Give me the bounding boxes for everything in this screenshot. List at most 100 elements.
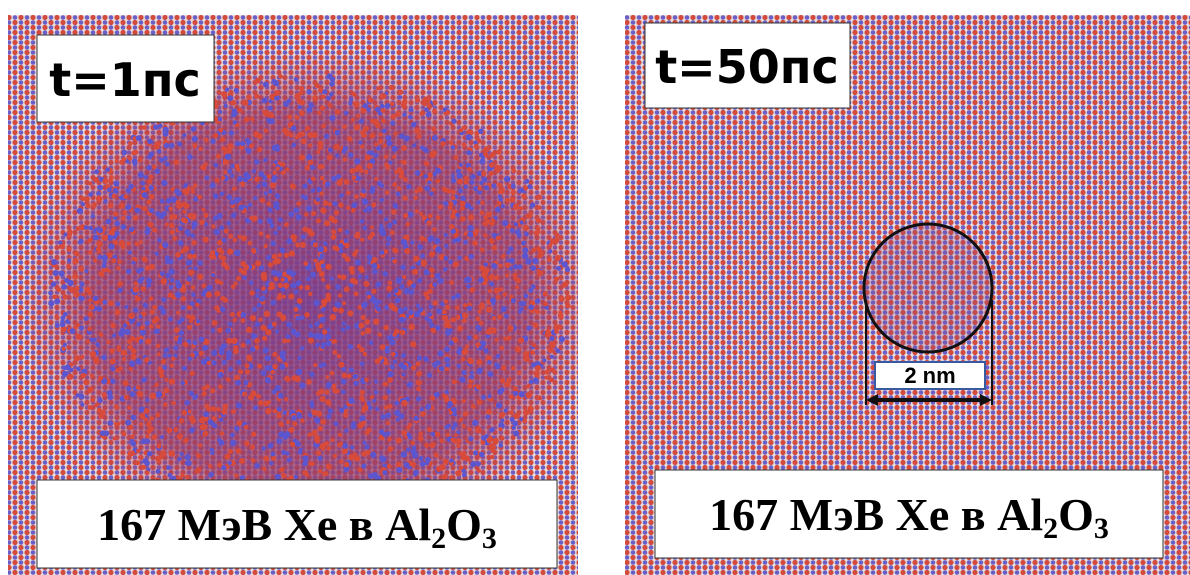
atom: [177, 142, 182, 147]
atom: [227, 169, 232, 174]
atom: [511, 169, 516, 174]
atom: [135, 242, 140, 247]
atom: [534, 230, 540, 236]
atom: [338, 433, 342, 437]
atom: [169, 285, 174, 290]
atom: [341, 379, 347, 385]
atom: [344, 243, 349, 248]
atom: [131, 151, 136, 156]
atom: [56, 287, 61, 292]
atom: [127, 216, 131, 220]
atom: [119, 203, 125, 209]
atom: [190, 353, 194, 357]
atom: [238, 235, 242, 239]
atom: [296, 316, 300, 320]
atom: [233, 238, 237, 242]
atom: [266, 234, 271, 239]
atom: [352, 202, 358, 208]
atom: [160, 435, 164, 439]
atom: [318, 456, 323, 461]
atom: [287, 114, 292, 119]
atom: [396, 437, 402, 443]
atom: [308, 413, 312, 417]
atom: [392, 259, 397, 264]
atom: [396, 192, 401, 197]
atom: [162, 242, 168, 248]
atom: [331, 438, 335, 442]
atom: [447, 324, 451, 328]
atom: [306, 379, 312, 385]
atom: [108, 203, 113, 208]
atom: [147, 421, 152, 426]
atom: [361, 303, 367, 309]
atom: [491, 218, 496, 223]
atom: [435, 432, 440, 437]
atom: [408, 381, 413, 386]
atom: [254, 159, 260, 165]
atom: [59, 241, 63, 245]
atom: [309, 372, 314, 377]
atom: [384, 405, 389, 410]
atom: [88, 239, 92, 243]
atom: [515, 229, 521, 235]
atom: [437, 350, 443, 356]
atom: [98, 376, 103, 381]
atom: [399, 317, 405, 323]
atom: [559, 336, 565, 342]
atom: [197, 195, 202, 200]
atom: [462, 142, 467, 147]
atom: [468, 427, 472, 431]
atom: [187, 305, 192, 310]
atom: [392, 155, 396, 159]
atom: [555, 233, 560, 238]
atom: [128, 313, 134, 319]
atom: [236, 420, 242, 426]
atom: [496, 168, 501, 173]
atom: [444, 299, 448, 303]
atom: [76, 334, 82, 340]
atom: [217, 327, 222, 332]
atom: [290, 442, 295, 447]
atom: [246, 327, 252, 333]
atom: [76, 226, 81, 231]
atom: [294, 307, 299, 312]
atom: [500, 378, 506, 384]
atom: [329, 115, 335, 121]
atom: [345, 230, 350, 235]
atom: [286, 322, 292, 328]
atom: [386, 285, 392, 291]
atom: [294, 290, 298, 294]
atom: [515, 285, 519, 289]
atom: [67, 258, 71, 262]
atom: [170, 278, 175, 283]
atom: [456, 315, 461, 320]
atom: [141, 377, 147, 383]
atom: [413, 256, 419, 262]
atom: [457, 364, 461, 368]
atom: [442, 474, 448, 480]
atom: [385, 413, 391, 419]
time-label: t=50пс: [655, 40, 839, 94]
atom: [161, 310, 166, 315]
atom: [129, 227, 134, 232]
atom: [217, 240, 223, 246]
atom: [350, 445, 354, 449]
atom: [125, 329, 131, 335]
atom: [187, 277, 192, 282]
atom: [308, 132, 314, 138]
atom: [317, 187, 322, 192]
atom: [500, 436, 504, 440]
atom: [161, 278, 167, 284]
atom: [538, 250, 543, 255]
atom: [174, 327, 180, 333]
atom: [451, 229, 456, 234]
atom: [63, 294, 68, 299]
atom: [484, 262, 488, 266]
atom: [383, 271, 388, 276]
atom: [84, 269, 88, 273]
atom: [306, 154, 312, 160]
atom: [299, 448, 303, 452]
atom: [348, 344, 353, 349]
atom: [459, 163, 463, 167]
atom: [117, 347, 122, 352]
